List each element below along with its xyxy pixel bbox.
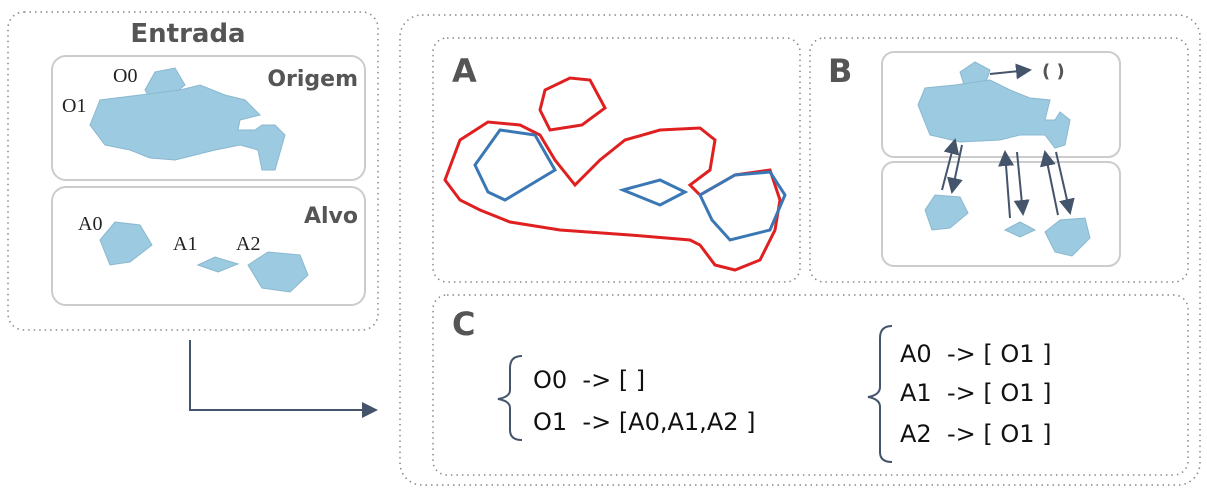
- shape: [248, 252, 308, 292]
- shape: [918, 80, 1070, 148]
- panel-label: B: [828, 52, 852, 90]
- shape: [90, 85, 285, 170]
- arrow: [990, 70, 1030, 74]
- outline: [700, 172, 785, 240]
- shape-label: O1: [62, 95, 86, 117]
- mapping: A0 -> [ O1 ]: [900, 340, 1052, 368]
- shape: [1005, 222, 1035, 237]
- shape-label: A2: [236, 233, 260, 255]
- input-panel: [8, 12, 378, 330]
- arrow: [952, 145, 962, 192]
- shape-label: O0: [113, 65, 137, 87]
- empty-list: ( ): [1042, 61, 1065, 82]
- output-panel: [400, 15, 1200, 485]
- shape: [100, 222, 152, 265]
- input-title: Entrada: [130, 19, 245, 49]
- mapping: O1 -> [A0,A1,A2 ]: [533, 408, 756, 436]
- mapping: O0 -> [ ]: [533, 366, 645, 394]
- mapping: A2 -> [ O1 ]: [900, 420, 1052, 448]
- panel-a: [433, 38, 800, 282]
- brace: [498, 356, 522, 440]
- outline: [623, 180, 685, 205]
- shape-label: A1: [173, 233, 197, 255]
- outline: [540, 78, 605, 130]
- target-box: [882, 162, 1120, 266]
- origin-label: Origem: [267, 67, 358, 92]
- panel-b: [810, 38, 1188, 282]
- mapping: A1 -> [ O1 ]: [900, 379, 1052, 407]
- shape: [1045, 218, 1090, 256]
- shape: [925, 195, 968, 230]
- diagram: Entrada Origem Alvo O0 O1 A0 A1 A2 A B C…: [0, 0, 1207, 488]
- shape-label: A0: [78, 213, 102, 235]
- target-label: Alvo: [304, 204, 358, 229]
- flow-arrow: [190, 340, 376, 410]
- panel-label: A: [452, 52, 477, 90]
- panel-label: C: [452, 305, 475, 343]
- brace: [868, 326, 892, 462]
- shape: [198, 257, 238, 272]
